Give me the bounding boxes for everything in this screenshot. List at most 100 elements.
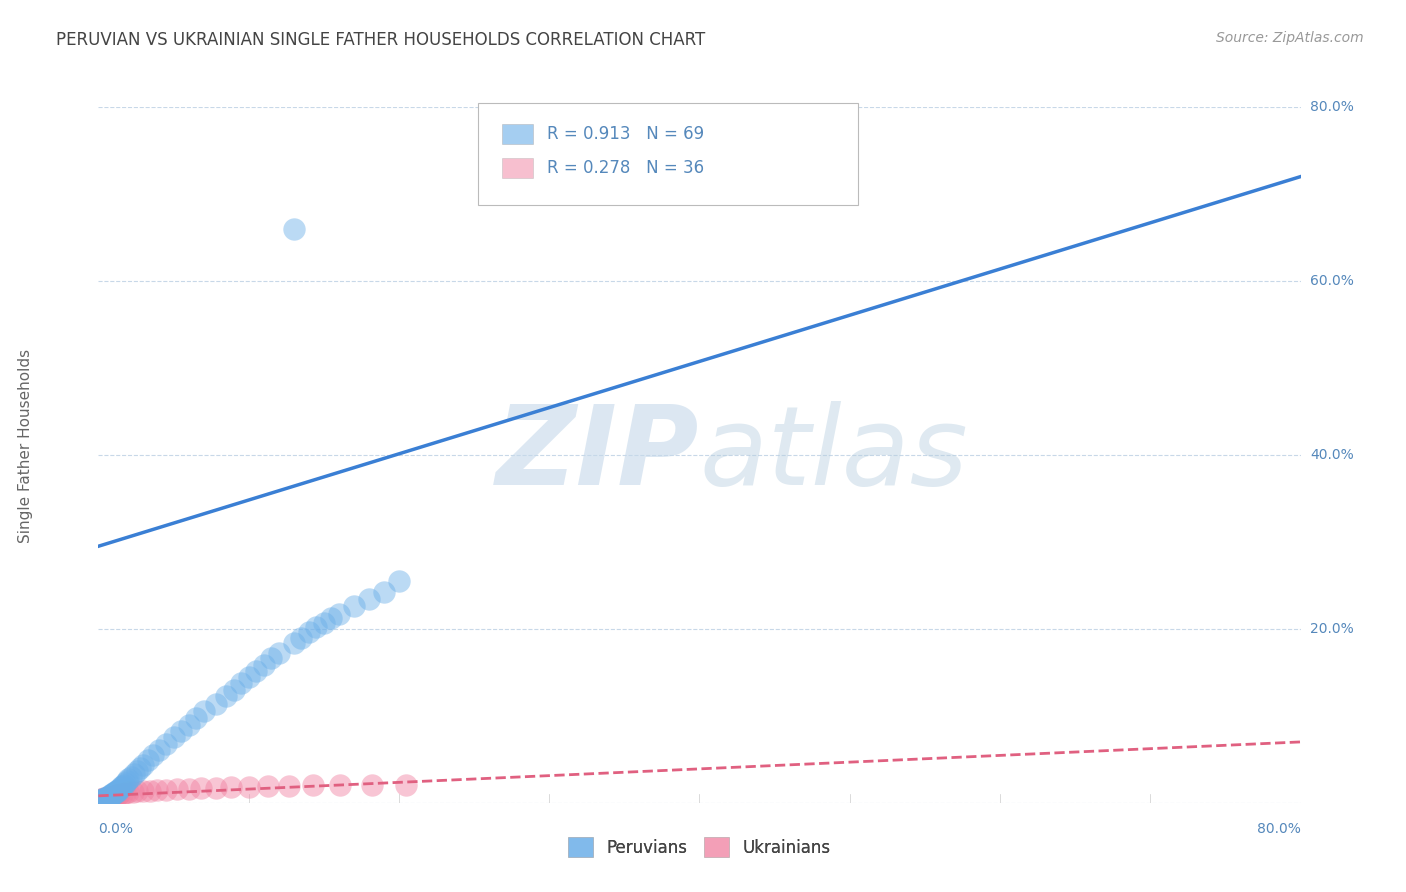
- Point: [373, 585, 395, 599]
- Point: [136, 753, 159, 767]
- Point: [388, 574, 411, 588]
- Text: R = 0.278   N = 36: R = 0.278 N = 36: [547, 159, 704, 177]
- Point: [108, 787, 131, 801]
- Point: [321, 611, 343, 625]
- Point: [343, 599, 366, 614]
- Point: [114, 786, 136, 800]
- Legend: Peruvians, Ukrainians: Peruvians, Ukrainians: [561, 830, 838, 864]
- Point: [115, 774, 138, 789]
- Point: [114, 776, 136, 790]
- Point: [105, 788, 128, 802]
- Point: [107, 782, 129, 797]
- Point: [155, 782, 177, 797]
- Point: [122, 785, 145, 799]
- Point: [101, 789, 124, 804]
- Point: [162, 730, 184, 744]
- Point: [238, 670, 260, 684]
- Point: [357, 592, 380, 607]
- Point: [155, 737, 177, 751]
- Point: [132, 783, 155, 797]
- Point: [89, 793, 111, 807]
- Point: [103, 787, 125, 801]
- Point: [105, 784, 128, 798]
- Text: 60.0%: 60.0%: [1310, 274, 1354, 288]
- Point: [91, 793, 114, 807]
- Text: 0.0%: 0.0%: [98, 822, 134, 837]
- Point: [94, 792, 117, 806]
- Point: [100, 789, 122, 804]
- Text: PERUVIAN VS UKRAINIAN SINGLE FATHER HOUSEHOLDS CORRELATION CHART: PERUVIAN VS UKRAINIAN SINGLE FATHER HOUS…: [56, 31, 706, 49]
- Point: [132, 757, 155, 772]
- Point: [190, 780, 212, 795]
- Point: [100, 788, 122, 802]
- Point: [105, 785, 128, 799]
- Text: 40.0%: 40.0%: [1310, 448, 1354, 462]
- Point: [166, 781, 188, 796]
- Point: [117, 772, 139, 787]
- Point: [100, 789, 122, 803]
- Point: [96, 790, 118, 805]
- Point: [290, 631, 312, 645]
- Point: [104, 786, 127, 800]
- Point: [177, 717, 200, 731]
- Text: atlas: atlas: [699, 401, 969, 508]
- Point: [219, 780, 242, 794]
- Point: [91, 792, 114, 806]
- Point: [260, 651, 283, 665]
- Point: [141, 747, 163, 762]
- Point: [245, 664, 267, 678]
- Point: [170, 723, 193, 738]
- Point: [238, 780, 260, 794]
- Point: [94, 792, 117, 806]
- Point: [97, 789, 120, 803]
- Point: [278, 779, 301, 793]
- Point: [112, 778, 135, 792]
- Text: 80.0%: 80.0%: [1257, 822, 1301, 837]
- Point: [253, 657, 276, 672]
- Point: [117, 785, 139, 799]
- Point: [298, 625, 321, 640]
- Text: 80.0%: 80.0%: [1310, 100, 1354, 114]
- Point: [91, 793, 114, 807]
- Point: [361, 778, 384, 792]
- Point: [222, 682, 245, 697]
- Point: [107, 783, 129, 797]
- Point: [104, 785, 127, 799]
- Point: [90, 794, 112, 808]
- Point: [89, 794, 111, 808]
- Point: [101, 787, 124, 801]
- Point: [94, 790, 117, 805]
- Point: [97, 790, 120, 805]
- Text: Source: ZipAtlas.com: Source: ZipAtlas.com: [1216, 31, 1364, 45]
- Point: [108, 781, 131, 796]
- Point: [302, 778, 325, 792]
- Point: [283, 221, 305, 235]
- Point: [215, 689, 238, 703]
- Point: [107, 788, 129, 802]
- Point: [127, 764, 149, 779]
- Point: [101, 788, 124, 802]
- Point: [305, 620, 328, 634]
- Point: [90, 793, 112, 807]
- Point: [96, 790, 118, 805]
- Point: [146, 782, 169, 797]
- Point: [177, 781, 200, 796]
- Point: [121, 770, 143, 784]
- Text: R = 0.913   N = 69: R = 0.913 N = 69: [547, 125, 704, 143]
- Point: [129, 761, 152, 775]
- Point: [93, 791, 115, 805]
- Point: [193, 705, 215, 719]
- Point: [94, 791, 117, 805]
- Point: [111, 779, 134, 793]
- Point: [283, 636, 305, 650]
- Point: [204, 697, 226, 711]
- Point: [93, 791, 115, 805]
- Point: [103, 786, 125, 800]
- Text: Single Father Households: Single Father Households: [18, 349, 32, 543]
- Point: [103, 789, 125, 803]
- Text: 20.0%: 20.0%: [1310, 622, 1354, 636]
- Point: [312, 615, 335, 630]
- Point: [329, 778, 352, 792]
- Point: [127, 784, 149, 798]
- Point: [257, 779, 280, 793]
